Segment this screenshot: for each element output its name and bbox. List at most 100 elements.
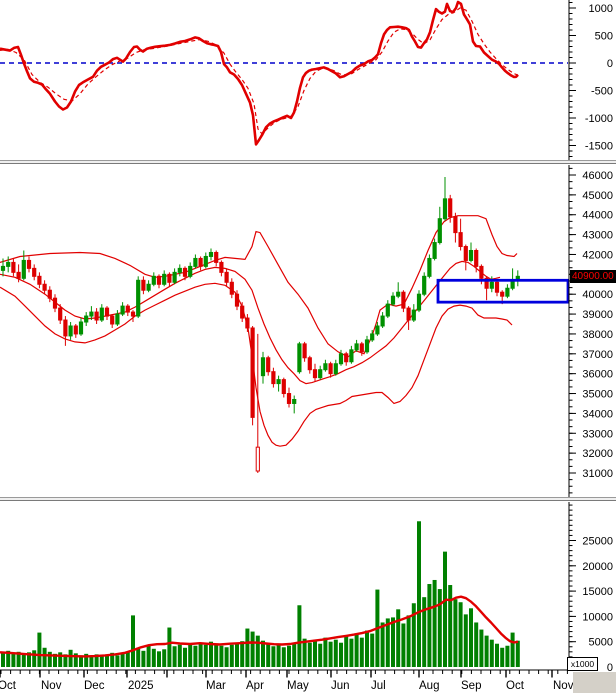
candle-body bbox=[328, 363, 333, 375]
volume-bar bbox=[89, 655, 94, 667]
y-tick-label: 46000 bbox=[582, 170, 613, 182]
volume-bar bbox=[131, 615, 135, 667]
candle-body bbox=[312, 369, 318, 379]
candle-body bbox=[177, 267, 182, 273]
y-tick-label: 15000 bbox=[582, 586, 613, 598]
candle-body bbox=[468, 249, 474, 261]
candle-body bbox=[292, 398, 297, 404]
price-panel[interactable] bbox=[0, 176, 570, 474]
y-tick-label: 32000 bbox=[582, 448, 613, 460]
candle-body bbox=[99, 307, 104, 321]
volume-bar bbox=[136, 647, 141, 667]
y-tick-label: 5000 bbox=[589, 637, 613, 649]
candle-body bbox=[58, 307, 63, 321]
candle-body bbox=[385, 303, 390, 317]
volume-bar bbox=[515, 640, 520, 667]
volume-bar bbox=[63, 654, 68, 667]
y-tick-label: -1500 bbox=[585, 141, 613, 153]
volume-bar bbox=[406, 615, 411, 667]
volume-bar bbox=[79, 655, 83, 667]
candle-body bbox=[198, 257, 203, 267]
candle-body bbox=[427, 257, 432, 277]
volume-panel[interactable] bbox=[0, 521, 520, 667]
panel-separator-bottom[interactable] bbox=[0, 497, 616, 502]
volume-bar bbox=[125, 651, 130, 667]
x-tick-label: Aug bbox=[419, 680, 439, 692]
volume-bar bbox=[266, 643, 271, 667]
candle-body bbox=[52, 297, 58, 309]
volume-bar bbox=[370, 633, 375, 667]
y-tick-label: 39000 bbox=[582, 309, 613, 321]
candle-body bbox=[364, 339, 370, 353]
volume-bar bbox=[510, 632, 515, 667]
volume-bar bbox=[224, 647, 229, 667]
volume-bar bbox=[292, 643, 297, 667]
y-tick-label: 500 bbox=[595, 31, 613, 43]
volume-bar bbox=[1, 652, 5, 667]
macd-line bbox=[0, 0, 519, 146]
bollinger-lower-band bbox=[0, 282, 513, 447]
volume-bar bbox=[339, 642, 343, 667]
candle-body bbox=[266, 357, 271, 373]
volume-bar bbox=[458, 602, 463, 667]
candle-body bbox=[323, 363, 328, 371]
volume-bar bbox=[16, 651, 21, 667]
candle-body bbox=[489, 281, 494, 289]
volume-bar bbox=[365, 630, 369, 667]
volume-bar bbox=[183, 647, 187, 667]
oscillator-panel[interactable] bbox=[0, 0, 568, 146]
volume-bar bbox=[401, 623, 406, 667]
candle-body bbox=[182, 267, 188, 277]
candle-body bbox=[42, 283, 47, 291]
candle-body bbox=[156, 275, 162, 285]
volume-bar bbox=[349, 638, 354, 667]
candle-body bbox=[375, 325, 380, 335]
x-tick-label: Apr bbox=[246, 680, 264, 692]
volume-bar bbox=[313, 640, 317, 667]
candle-body bbox=[21, 259, 26, 279]
candle-body bbox=[281, 379, 286, 395]
price-highlight-box[interactable] bbox=[436, 278, 570, 304]
candle-body bbox=[406, 307, 411, 321]
candle-body bbox=[396, 291, 401, 297]
candle-body bbox=[432, 242, 437, 259]
y-tick-label: 43000 bbox=[582, 230, 613, 242]
volume-bar bbox=[58, 652, 63, 667]
candle-body bbox=[162, 273, 167, 285]
panel-separator-top[interactable] bbox=[0, 160, 616, 165]
volume-bar bbox=[495, 643, 499, 667]
candle-body bbox=[26, 259, 32, 269]
x-tick-label: Mar bbox=[206, 680, 226, 692]
y-tick-label: 40000 bbox=[582, 289, 613, 301]
volume-bar bbox=[188, 643, 193, 667]
candle-body bbox=[11, 261, 16, 273]
volume-bar bbox=[318, 643, 323, 667]
volume-bar bbox=[344, 635, 349, 667]
volume-bar bbox=[443, 551, 447, 667]
volume-bar bbox=[437, 589, 442, 667]
candle-body bbox=[16, 271, 21, 279]
candle-body bbox=[89, 311, 94, 317]
x-tick-label: Nov bbox=[41, 680, 62, 692]
candle-body bbox=[73, 325, 78, 335]
volume-bar bbox=[297, 605, 302, 667]
candle-body bbox=[422, 275, 427, 295]
candle-body bbox=[136, 279, 141, 317]
volume-bar bbox=[255, 635, 260, 667]
volume-bar bbox=[151, 648, 156, 667]
candle-body bbox=[370, 333, 375, 341]
volume-bar bbox=[21, 654, 26, 667]
volume-bar bbox=[214, 643, 219, 667]
candle-body bbox=[203, 255, 208, 267]
y-tick-label: 0 bbox=[607, 662, 613, 674]
volume-bar bbox=[219, 645, 224, 667]
candle-body bbox=[151, 275, 156, 285]
volume-bar bbox=[110, 652, 115, 667]
candle-body bbox=[219, 261, 224, 273]
volume-bar bbox=[391, 617, 395, 667]
corner-filler bbox=[573, 672, 616, 693]
candle-body bbox=[84, 315, 89, 323]
candle-body bbox=[463, 246, 468, 261]
